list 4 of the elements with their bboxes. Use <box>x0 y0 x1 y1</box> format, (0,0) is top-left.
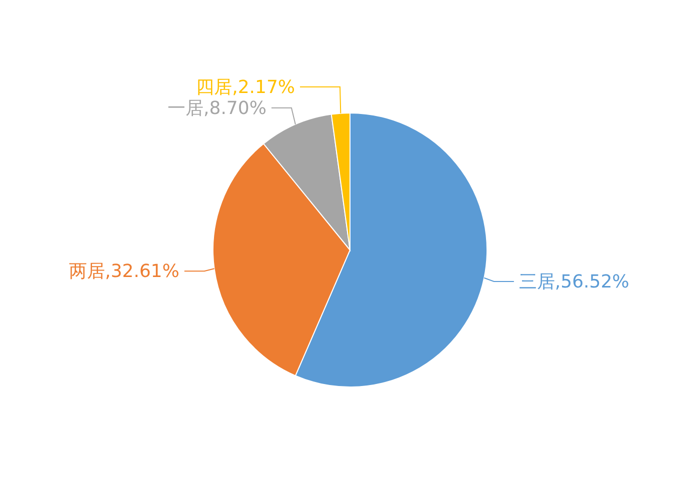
slice-label: 四居,2.17% <box>196 76 295 98</box>
slice-label: 两居,32.61% <box>69 261 180 282</box>
slice-label: 三居,56.52% <box>518 272 630 293</box>
slice-label: 一居,8.70% <box>168 98 266 119</box>
